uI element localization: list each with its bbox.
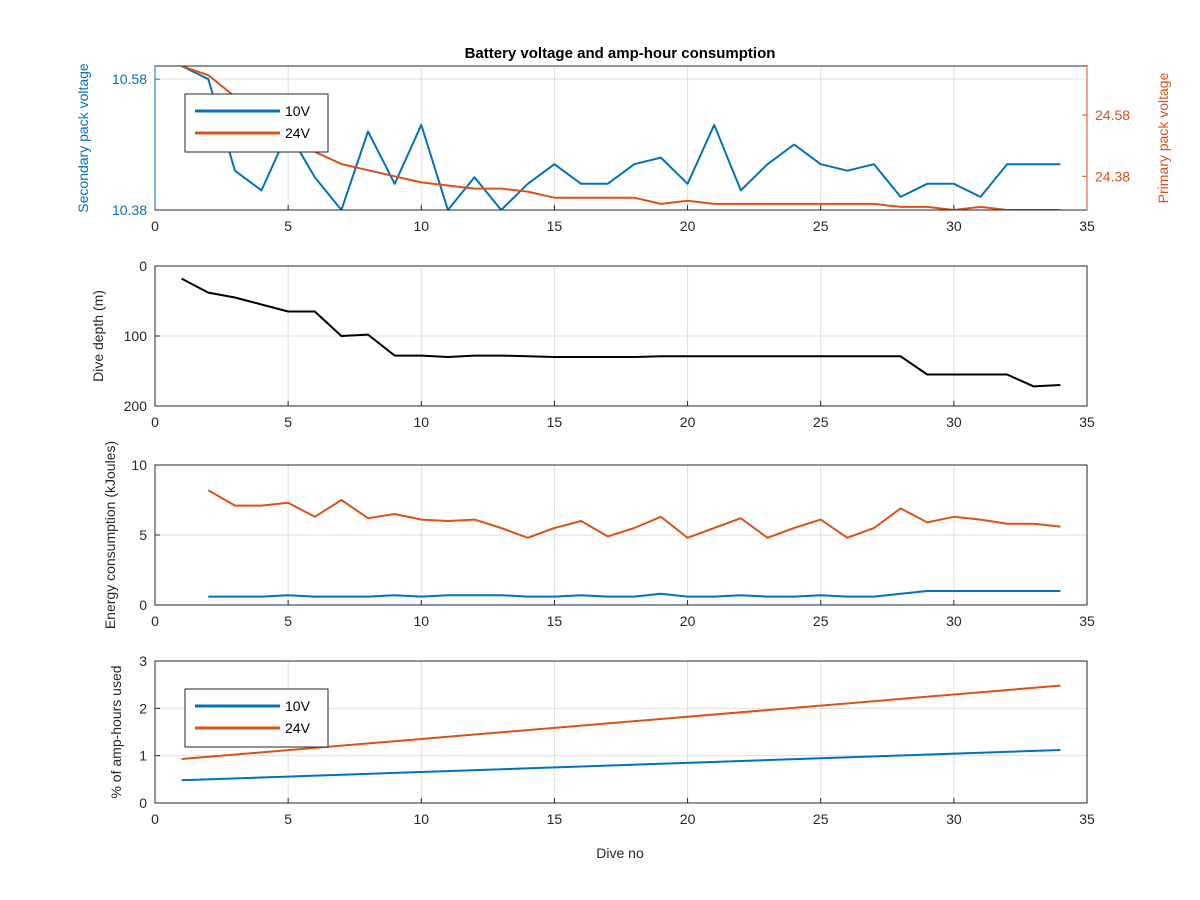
figure-title: Battery voltage and amp-hour consumption (465, 45, 776, 62)
x-tick-label: 10 (413, 414, 429, 430)
x-tick-label: 5 (284, 414, 292, 430)
y-tick-label-right: 24.58 (1095, 107, 1130, 123)
x-tick-label: 0 (151, 811, 159, 827)
x-tick-label: 15 (547, 218, 563, 234)
x-tick-label: 30 (946, 811, 962, 827)
24v-series-line (181, 66, 1061, 210)
x-tick-label: 5 (284, 811, 292, 827)
legend-label-10v: 10V (285, 103, 311, 119)
axes-border (154, 660, 1088, 804)
y-tick-label-right: 24.38 (1095, 168, 1130, 184)
10v-series-line (208, 590, 1061, 598)
y-tick-label: 10.38 (112, 202, 147, 218)
energy-axes: 0 5 10 15 20 25 30 35 0 5 10 (131, 457, 1095, 629)
legend-box (184, 688, 329, 748)
x-tick-label: 15 (547, 811, 563, 827)
x-tick-label: 30 (946, 218, 962, 234)
energy-ylabel: Energy consumption (kJoules) (102, 441, 118, 629)
y-tick-label: 0 (139, 258, 147, 274)
x-tick-label: 25 (813, 414, 829, 430)
10v-series-line (181, 66, 1061, 210)
y-tick-label: 0 (139, 795, 147, 811)
voltage-ylabel: Secondary pack voltage (75, 63, 91, 213)
legend-label-24v: 24V (285, 125, 311, 141)
y-tick-label: 5 (139, 527, 147, 543)
x-tick-label: 0 (151, 218, 159, 234)
x-tick-label: 35 (1079, 811, 1095, 827)
y-tick-label: 10 (131, 457, 147, 473)
x-tick-label: 35 (1079, 218, 1095, 234)
legend-box (184, 93, 329, 153)
x-tick-label: 35 (1079, 613, 1095, 629)
x-tick-label: 15 (547, 613, 563, 629)
y-tick-label: 100 (124, 328, 148, 344)
x-axis-label: Dive no (596, 845, 644, 861)
x-tick-label: 25 (813, 218, 829, 234)
x-tick-label: 15 (547, 414, 563, 430)
x-tick-label: 5 (284, 218, 292, 234)
depth-ylabel: Dive depth (m) (90, 290, 106, 382)
x-tick-label: 25 (813, 811, 829, 827)
y-tick-label: 10.58 (112, 71, 147, 87)
amp-hours-ylabel: % of amp-hours used (108, 665, 124, 798)
x-tick-label: 10 (413, 613, 429, 629)
legend-label-24v: 24V (285, 720, 311, 736)
y-tick-label: 1 (139, 748, 147, 764)
y-tick-label: 3 (139, 653, 147, 669)
voltage-ylabel-right: Primary pack voltage (1155, 72, 1171, 203)
legend-label-10v: 10V (285, 698, 311, 714)
x-tick-label: 35 (1079, 414, 1095, 430)
x-tick-label: 30 (946, 414, 962, 430)
24v-series-line (207, 489, 1061, 539)
axes-border (154, 265, 1088, 407)
x-tick-label: 20 (680, 811, 696, 827)
y-tick-label: 200 (124, 398, 148, 414)
y-tick-label: 2 (139, 700, 147, 716)
x-tick-label: 25 (813, 613, 829, 629)
x-tick-label: 10 (413, 811, 429, 827)
x-tick-label: 20 (680, 218, 696, 234)
x-tick-label: 5 (284, 613, 292, 629)
x-tick-label: 20 (680, 414, 696, 430)
y-tick-label: 0 (139, 597, 147, 613)
x-tick-label: 10 (413, 218, 429, 234)
axes-border (154, 464, 1088, 606)
x-tick-label: 0 (151, 613, 159, 629)
x-tick-label: 30 (946, 613, 962, 629)
x-tick-label: 20 (680, 613, 696, 629)
depth-axes: 0 5 10 15 20 25 30 35 0 100 200 (124, 258, 1095, 430)
10v-series-line (181, 749, 1061, 782)
x-tick-label: 0 (151, 414, 159, 430)
series-line (181, 277, 1061, 388)
